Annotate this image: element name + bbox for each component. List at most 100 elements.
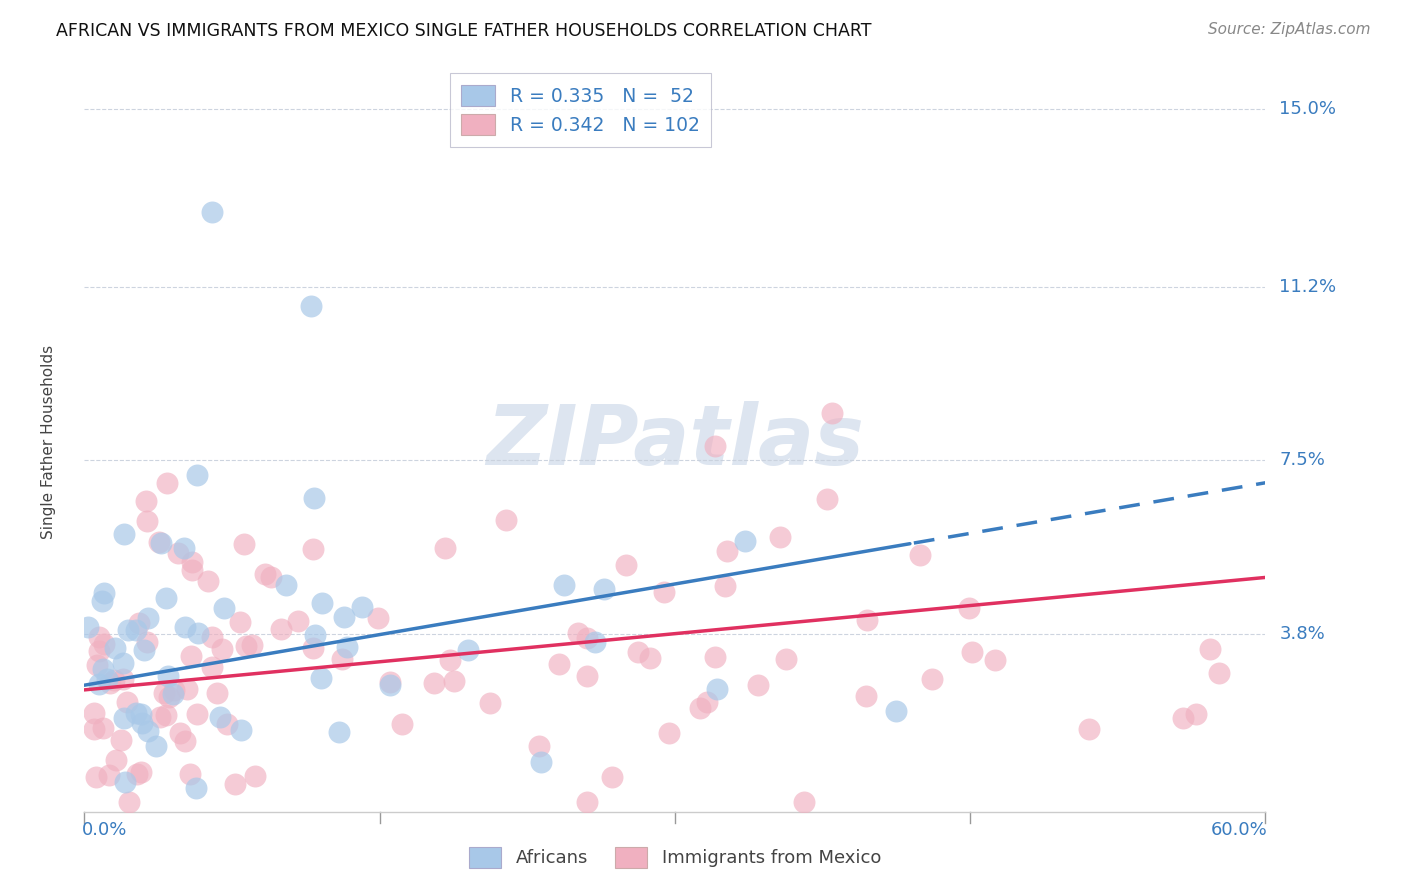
Point — [136, 724, 159, 739]
Point — [163, 683, 186, 698]
Point — [704, 440, 727, 454]
Point — [93, 721, 115, 735]
Point — [125, 766, 148, 780]
Point — [156, 668, 179, 682]
Point — [855, 613, 877, 627]
Point — [1077, 722, 1099, 736]
Point — [1171, 711, 1194, 725]
Point — [821, 406, 844, 420]
Point — [529, 755, 551, 769]
Point — [567, 626, 589, 640]
Point — [156, 476, 179, 491]
Point — [93, 637, 115, 651]
Point — [87, 677, 110, 691]
Point — [155, 707, 177, 722]
Point — [86, 657, 108, 672]
Point — [1199, 642, 1222, 657]
Point — [136, 514, 159, 528]
Point — [111, 657, 134, 671]
Point — [77, 620, 100, 634]
Point — [157, 690, 180, 704]
Point — [627, 645, 650, 659]
Point — [793, 795, 815, 809]
Point — [259, 569, 281, 583]
Point — [706, 682, 728, 697]
Point — [309, 671, 332, 685]
Text: 3.8%: 3.8% — [1279, 624, 1324, 642]
Point — [211, 642, 233, 657]
Point — [128, 615, 150, 630]
Point — [176, 682, 198, 697]
Point — [299, 299, 322, 313]
Point — [117, 623, 139, 637]
Point — [186, 780, 208, 795]
Point — [311, 596, 333, 610]
Point — [274, 578, 297, 592]
Point — [734, 533, 756, 548]
Point — [527, 739, 550, 754]
Point — [173, 541, 195, 555]
Point — [118, 795, 141, 809]
Point — [167, 547, 190, 561]
Point — [131, 716, 153, 731]
Point — [87, 631, 110, 645]
Point — [115, 695, 138, 709]
Point — [747, 678, 769, 692]
Point — [129, 707, 152, 722]
Point — [378, 674, 401, 689]
Point — [215, 716, 238, 731]
Text: AFRICAN VS IMMIGRANTS FROM MEXICO SINGLE FATHER HOUSEHOLDS CORRELATION CHART: AFRICAN VS IMMIGRANTS FROM MEXICO SINGLE… — [56, 22, 872, 40]
Point — [110, 732, 132, 747]
Text: 7.5%: 7.5% — [1279, 451, 1326, 469]
Point — [112, 526, 135, 541]
Point — [179, 766, 201, 780]
Point — [136, 611, 159, 625]
Point — [689, 701, 711, 715]
Point — [111, 672, 134, 686]
Point — [602, 770, 624, 784]
Point — [197, 574, 219, 588]
Point — [769, 530, 792, 544]
Point — [152, 686, 174, 700]
Point — [696, 695, 718, 709]
Point — [201, 630, 224, 644]
Point — [186, 707, 208, 722]
Point — [479, 696, 502, 710]
Text: 0.0%: 0.0% — [82, 821, 128, 838]
Point — [93, 586, 115, 600]
Point — [423, 676, 446, 690]
Point — [98, 676, 121, 690]
Point — [96, 673, 118, 687]
Point — [575, 631, 598, 645]
Point — [714, 579, 737, 593]
Point — [614, 558, 637, 572]
Point — [575, 795, 598, 809]
Point — [984, 653, 1007, 667]
Point — [855, 689, 877, 703]
Point — [114, 775, 136, 789]
Point — [332, 610, 354, 624]
Point — [84, 770, 107, 784]
Point — [233, 537, 256, 551]
Text: ZIPatlas: ZIPatlas — [486, 401, 863, 482]
Point — [254, 567, 277, 582]
Point — [169, 725, 191, 739]
Point — [208, 709, 231, 723]
Point — [716, 544, 738, 558]
Point — [135, 493, 157, 508]
Point — [495, 513, 517, 527]
Point — [592, 582, 614, 596]
Point — [205, 686, 228, 700]
Point — [553, 578, 575, 592]
Point — [112, 711, 135, 725]
Point — [815, 491, 838, 506]
Point — [957, 601, 980, 615]
Point — [304, 627, 326, 641]
Point — [131, 765, 153, 780]
Text: 11.2%: 11.2% — [1279, 278, 1337, 296]
Point — [367, 611, 389, 625]
Point — [583, 634, 606, 648]
Point — [302, 541, 325, 556]
Point — [886, 704, 908, 718]
Point — [103, 673, 125, 687]
